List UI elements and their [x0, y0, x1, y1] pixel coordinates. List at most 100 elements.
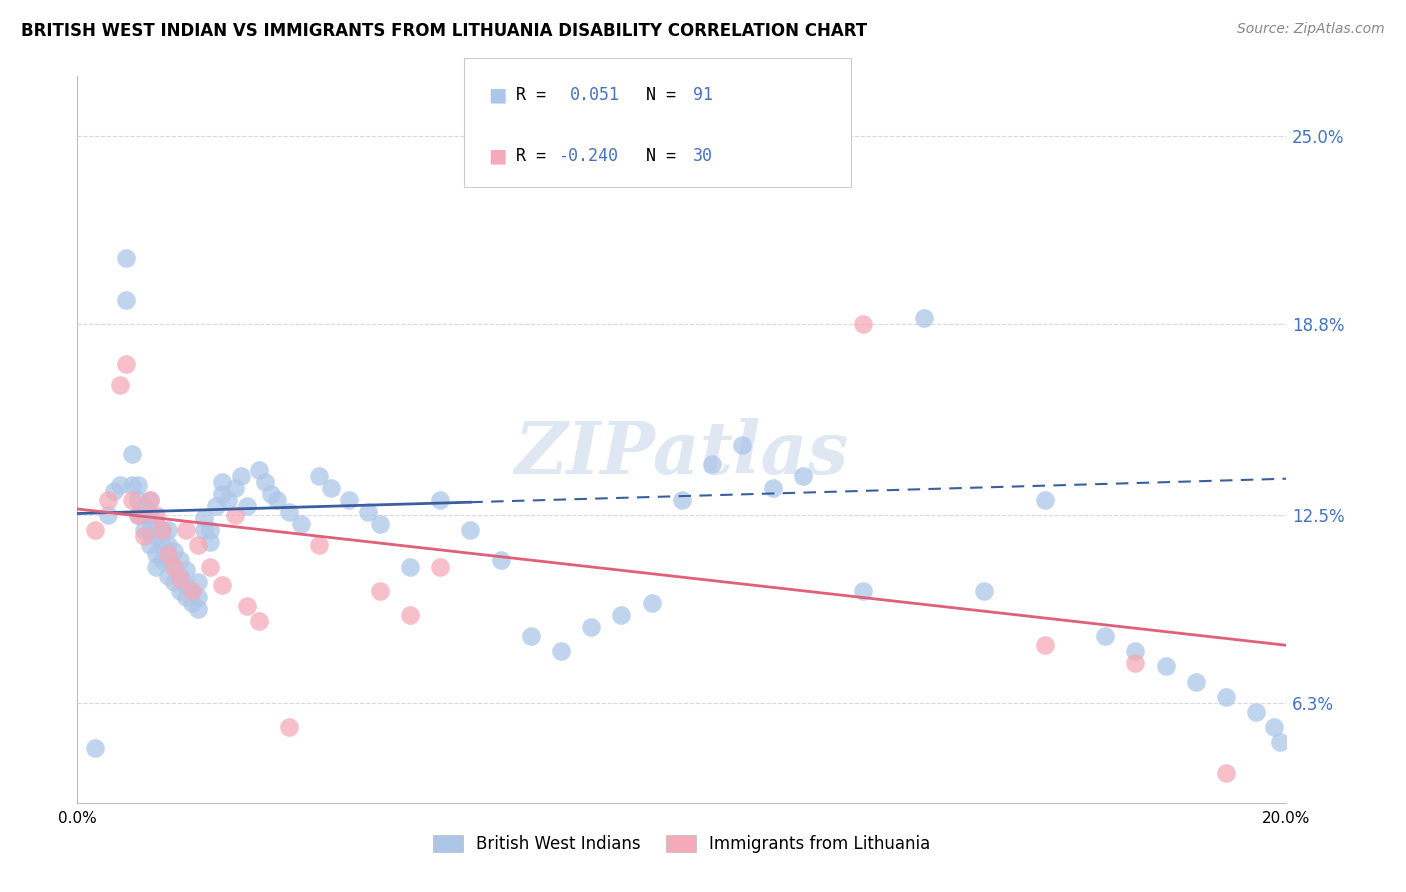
- Point: [852, 317, 875, 331]
- Point: [224, 481, 246, 495]
- Point: [671, 492, 693, 507]
- Point: [169, 568, 191, 582]
- Point: [399, 607, 422, 622]
- Point: [1215, 765, 1237, 780]
- Point: [103, 483, 125, 498]
- Point: [1270, 735, 1292, 749]
- Point: [145, 517, 167, 532]
- Point: [121, 477, 143, 491]
- Point: [139, 538, 162, 552]
- Point: [641, 596, 664, 610]
- Point: [429, 559, 451, 574]
- Text: ■: ■: [488, 146, 506, 166]
- Point: [145, 559, 167, 574]
- Point: [290, 517, 312, 532]
- Point: [1154, 659, 1177, 673]
- Point: [610, 607, 633, 622]
- Text: ZIPatlas: ZIPatlas: [515, 418, 849, 490]
- Point: [163, 559, 186, 574]
- Point: [278, 720, 301, 734]
- Text: N =: N =: [626, 147, 686, 165]
- Point: [114, 293, 136, 307]
- Point: [1123, 657, 1146, 671]
- Point: [973, 583, 995, 598]
- Point: [356, 505, 378, 519]
- Point: [169, 572, 191, 586]
- Point: [84, 741, 107, 756]
- Point: [235, 599, 257, 613]
- Point: [224, 508, 246, 522]
- Point: [1215, 690, 1237, 704]
- Point: [308, 538, 330, 552]
- Point: [169, 583, 191, 598]
- Text: 0.051: 0.051: [569, 87, 620, 104]
- Point: [205, 499, 228, 513]
- Point: [132, 523, 155, 537]
- Text: Source: ZipAtlas.com: Source: ZipAtlas.com: [1237, 22, 1385, 37]
- Point: [260, 487, 283, 501]
- Point: [127, 508, 149, 522]
- Point: [139, 492, 162, 507]
- Point: [193, 511, 215, 525]
- Point: [157, 553, 180, 567]
- Point: [368, 583, 391, 598]
- Point: [132, 508, 155, 522]
- Point: [253, 475, 276, 489]
- Point: [163, 559, 186, 574]
- Point: [150, 523, 173, 537]
- Point: [96, 508, 118, 522]
- Point: [247, 614, 270, 628]
- Point: [762, 481, 785, 495]
- Point: [187, 538, 209, 552]
- Point: [550, 644, 572, 658]
- Point: [157, 523, 180, 537]
- Point: [174, 523, 197, 537]
- Point: [337, 492, 360, 507]
- Point: [247, 462, 270, 476]
- Point: [114, 357, 136, 371]
- Point: [852, 583, 875, 598]
- Point: [912, 311, 935, 326]
- Point: [200, 535, 222, 549]
- Point: [321, 481, 343, 495]
- Point: [368, 517, 391, 532]
- Point: [187, 574, 209, 589]
- Point: [1263, 720, 1285, 734]
- Point: [193, 523, 215, 537]
- Point: [174, 590, 197, 604]
- Point: [235, 499, 257, 513]
- Point: [187, 590, 209, 604]
- Point: [200, 559, 222, 574]
- Point: [200, 523, 222, 537]
- Text: N =: N =: [626, 87, 686, 104]
- Point: [163, 574, 186, 589]
- Point: [132, 529, 155, 543]
- Point: [169, 553, 191, 567]
- Point: [211, 475, 233, 489]
- Point: [114, 251, 136, 265]
- Point: [145, 508, 167, 522]
- Point: [1033, 492, 1056, 507]
- Point: [1184, 674, 1206, 689]
- Point: [581, 620, 603, 634]
- Point: [181, 583, 204, 598]
- Point: [1123, 644, 1146, 658]
- Point: [702, 457, 724, 471]
- Text: R =: R =: [516, 87, 567, 104]
- Point: [429, 492, 451, 507]
- Point: [157, 548, 180, 562]
- Point: [139, 523, 162, 537]
- Point: [108, 377, 131, 392]
- Legend: British West Indians, Immigrants from Lithuania: British West Indians, Immigrants from Li…: [426, 829, 938, 860]
- Point: [1094, 629, 1116, 643]
- Text: 30: 30: [693, 147, 713, 165]
- Point: [218, 492, 240, 507]
- Point: [108, 477, 131, 491]
- Point: [127, 492, 149, 507]
- Point: [1033, 638, 1056, 652]
- Point: [132, 499, 155, 513]
- Point: [181, 583, 204, 598]
- Point: [489, 553, 512, 567]
- Point: [139, 492, 162, 507]
- Point: [145, 548, 167, 562]
